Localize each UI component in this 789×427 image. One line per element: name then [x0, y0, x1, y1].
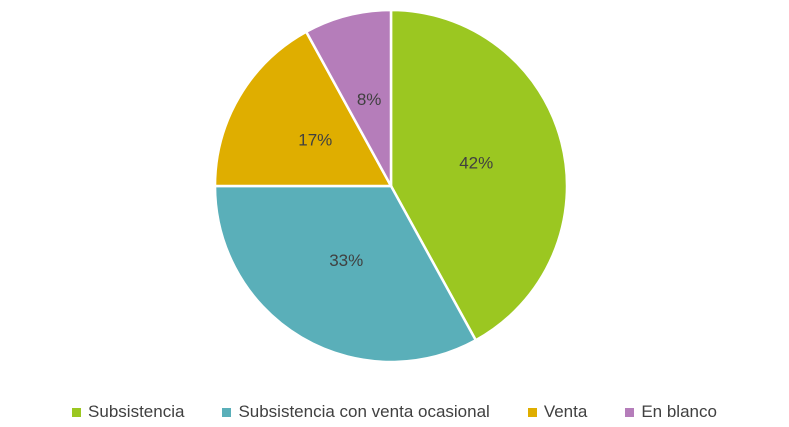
legend-label: Subsistencia — [88, 402, 185, 421]
legend-item: Venta — [527, 400, 588, 424]
data-label: 42% — [459, 154, 493, 173]
legend-swatch — [527, 407, 537, 417]
pie-slice — [213, 184, 478, 364]
legend-swatch — [72, 407, 82, 417]
legend-label: Subsistencia con venta ocasional — [238, 402, 490, 421]
pie-slice — [304, 8, 393, 187]
chart: 42% 33% 17% 8% — [213, 8, 569, 364]
pie-slice — [389, 8, 569, 342]
legend-item: Subsistencia con venta ocasional — [222, 400, 490, 424]
legend-label: Venta — [543, 402, 588, 421]
legend-swatch — [222, 407, 232, 417]
data-label: 33% — [329, 251, 363, 270]
legend: Subsistencia Subsistencia con venta ocasi… — [0, 400, 789, 424]
pie-slice — [213, 30, 394, 188]
legend-label: En blanco — [641, 402, 717, 421]
legend-item: En blanco — [625, 400, 717, 424]
data-label: 17% — [298, 131, 332, 150]
data-label: 8% — [357, 90, 382, 109]
legend-item: Subsistencia — [72, 400, 184, 424]
legend-swatch — [625, 407, 635, 417]
